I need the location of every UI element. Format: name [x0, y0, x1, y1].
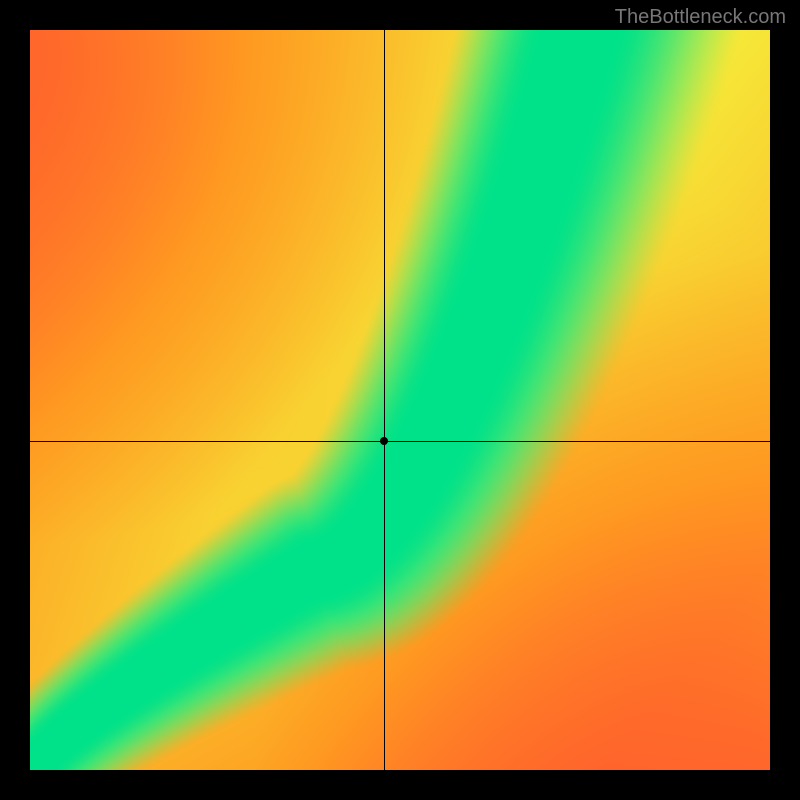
- chart-container: TheBottleneck.com: [0, 0, 800, 800]
- crosshair-dot: [380, 437, 388, 445]
- crosshair-horizontal: [30, 441, 770, 442]
- crosshair-vertical: [384, 30, 385, 770]
- watermark-text: TheBottleneck.com: [615, 6, 786, 29]
- plot-area: [30, 30, 770, 770]
- heatmap-canvas: [30, 30, 770, 770]
